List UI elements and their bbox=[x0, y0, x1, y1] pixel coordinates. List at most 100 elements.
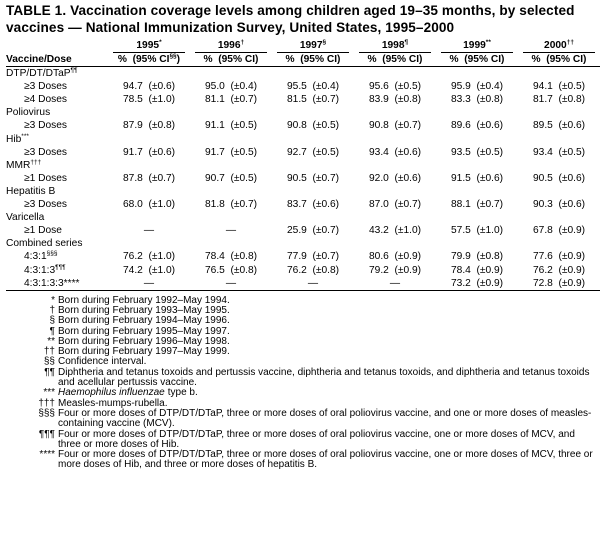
footnote: ¶ Born during February 1995–May 1997. bbox=[0, 325, 600, 337]
footnote-body: Haemophilus influenzae type b. bbox=[58, 388, 595, 398]
footnote-text: Four or more doses of DTP/DT/DTaP, three… bbox=[58, 449, 593, 471]
footnote: †† Born during February 1997–May 1999. bbox=[0, 346, 600, 358]
coverage-cell: — bbox=[143, 225, 155, 237]
coverage-cell: 78.4 (±0.8) bbox=[204, 251, 258, 263]
row-label: Combined series bbox=[6, 237, 600, 250]
row-label: 4:3:1§§§ bbox=[6, 250, 108, 263]
coverage-cell: 87.0 (±0.7) bbox=[368, 199, 422, 211]
footnote-mark: **** bbox=[39, 449, 55, 461]
footnote-body: Born during February 1996–May 1998. bbox=[58, 335, 595, 347]
footnote-body: Born during February 1997–May 1999. bbox=[58, 347, 595, 357]
coverage-cell: 90.7 (±0.5) bbox=[204, 172, 258, 184]
data-row: ≥3 Doses 94.7 (±0.6) 95.0 (±0.4) 95.5 (±0.4… bbox=[6, 80, 600, 93]
footnote-text: Born during February 1992–May 1994. bbox=[58, 294, 230, 306]
row-label-text: ≥1 Dose bbox=[24, 225, 62, 237]
footnote: §§ Confidence interval. bbox=[0, 357, 600, 368]
footnote-body: Four or more doses of DTP/DT/DTaP, three… bbox=[58, 449, 595, 471]
footnote-text: Born during February 1997–May 1999. bbox=[58, 346, 230, 358]
footnote-mark: ¶¶¶ bbox=[38, 428, 55, 440]
group-row: Poliovirus bbox=[6, 106, 600, 119]
coverage-cell: 81.1 (±0.7) bbox=[204, 94, 258, 106]
year-underline: 1995* bbox=[113, 39, 185, 53]
row-label-text: Hib bbox=[6, 133, 22, 145]
column-header: % (95% CI§§) bbox=[108, 53, 190, 68]
footnote-mark: ††† bbox=[30, 158, 42, 166]
data-row: ≥4 Doses 78.5 (±1.0) 81.1 (±0.7) 81.5 (±0.7… bbox=[6, 93, 600, 106]
coverage-cell: 76.5 (±0.8) bbox=[204, 264, 258, 276]
footnote: * Born during February 1992–May 1994. bbox=[0, 294, 600, 306]
group-row: DTP/DT/DTaP¶¶ bbox=[6, 67, 600, 81]
year-header: 1996† bbox=[190, 39, 272, 53]
footnote: ¶¶¶ Four or more doses of DTP/DT/DTaP, th… bbox=[0, 428, 600, 451]
row-label: ≥1 Doses bbox=[6, 172, 108, 185]
row-label: ≥1 Dose bbox=[6, 224, 108, 237]
row-label-text: ≥4 Doses bbox=[24, 94, 67, 106]
column-header-row: Vaccine/Dose % (95% CI§§)% (95% CI)% (95… bbox=[6, 53, 600, 68]
coverage-cell: 78.4 (±0.9) bbox=[450, 264, 504, 276]
data-row: 4:3:1:3¶¶¶ 74.2 (±1.0) 76.5 (±0.8) 76.2 (±0… bbox=[6, 264, 600, 277]
footnote-mark: ** bbox=[47, 335, 55, 347]
column-header-text: % (95% CI) bbox=[203, 54, 259, 65]
coverage-cell: — bbox=[225, 225, 237, 237]
column-header-text: % (95% CI) bbox=[285, 54, 341, 65]
coverage-cell: 92.0 (±0.6) bbox=[368, 172, 422, 184]
footnote-mark: * bbox=[159, 39, 162, 46]
footnote-text: Born during February 1995–May 1997. bbox=[58, 325, 230, 337]
coverage-cell: 90.5 (±0.7) bbox=[286, 172, 340, 184]
row-label-text: DTP/DT/DTaP bbox=[6, 68, 71, 80]
column-header: % (95% CI) bbox=[354, 53, 436, 68]
footnote-mark: ††† bbox=[38, 397, 55, 409]
coverage-cell: 77.6 (±0.9) bbox=[532, 251, 586, 263]
row-label-text: ≥1 Doses bbox=[24, 172, 67, 184]
footnote-mark: †† bbox=[43, 346, 55, 358]
coverage-cell: 83.9 (±0.8) bbox=[368, 94, 422, 106]
coverage-cell: 95.5 (±0.4) bbox=[286, 81, 340, 93]
row-label-text: 4:3:1 bbox=[24, 251, 47, 263]
coverage-cell: 91.1 (±0.5) bbox=[204, 120, 258, 132]
year-header: 1998¶ bbox=[354, 39, 436, 53]
column-header-text: % (95% CI) bbox=[367, 54, 423, 65]
coverage-cell: 90.8 (±0.7) bbox=[368, 120, 422, 132]
footnote-mark: * bbox=[51, 294, 55, 306]
coverage-cell: 91.7 (±0.6) bbox=[122, 146, 176, 158]
coverage-cell: 89.5 (±0.6) bbox=[532, 120, 586, 132]
row-label-text: ≥3 Doses bbox=[24, 146, 67, 158]
footnote-italic: Haemophilus influenzae bbox=[58, 387, 165, 399]
coverage-cell: — bbox=[108, 276, 190, 291]
coverage-cell: 90.8 (±0.5) bbox=[286, 120, 340, 132]
coverage-cell: 57.5 (±1.0) bbox=[450, 225, 504, 237]
data-row: 4:3:1§§§ 76.2 (±1.0) 78.4 (±0.8) 77.9 (±0.7… bbox=[6, 250, 600, 263]
year-underline: 2000†† bbox=[523, 39, 595, 53]
coverage-cell: — bbox=[190, 276, 272, 291]
table-title: TABLE 1. Vaccination coverage levels amo… bbox=[6, 3, 575, 35]
footnote-text: Measles-mumps-rubella. bbox=[58, 397, 168, 409]
footnote-text: Born during February 1996–May 1998. bbox=[58, 335, 230, 347]
coverage-cell: 25.9 (±0.7) bbox=[286, 225, 340, 237]
footnote-mark: †† bbox=[566, 39, 574, 46]
year: 2000 bbox=[544, 40, 567, 51]
coverage-cell: 81.8 (±0.7) bbox=[204, 199, 258, 211]
coverage-table: 1995* 1996† 1997§ 1998¶ 1999** 2000†† Vaccine… bbox=[6, 39, 600, 291]
year: 1998 bbox=[381, 40, 405, 51]
coverage-cell: 90.3 (±0.6) bbox=[532, 199, 586, 211]
coverage-cell: 77.9 (±0.7) bbox=[286, 251, 340, 263]
footnote-mark: ¶ bbox=[404, 39, 409, 46]
coverage-cell: 81.5 (±0.7) bbox=[286, 94, 340, 106]
footnote: § Born during February 1994–May 1996. bbox=[0, 315, 600, 326]
group-row: Hepatitis B bbox=[6, 185, 600, 198]
data-row: 4:3:1:3:3**** — — — —73.2 (±0.9) 72.8 (±0.9) bbox=[6, 276, 600, 291]
coverage-cell: 94.7 (±0.6) bbox=[122, 81, 176, 93]
data-row: ≥3 Doses 91.7 (±0.6) 91.7 (±0.5) 92.7 (±0.5… bbox=[6, 146, 600, 159]
year: 1997 bbox=[299, 40, 323, 51]
footnote-body: Confidence interval. bbox=[58, 357, 595, 367]
coverage-cell: 94.1 (±0.5) bbox=[532, 81, 586, 93]
year: 1996 bbox=[217, 40, 241, 51]
coverage-cell: 87.9 (±0.8) bbox=[122, 120, 176, 132]
row-label-text: MMR bbox=[6, 159, 31, 171]
coverage-cell: 93.5 (±0.5) bbox=[450, 146, 504, 158]
footnote-mark: §§§ bbox=[38, 407, 55, 419]
footnote-body: Diphtheria and tetanus toxoids and pertu… bbox=[58, 367, 595, 389]
row-label-text: Poliovirus bbox=[6, 107, 51, 119]
footnote: *** Haemophilus influenzae type b. bbox=[0, 388, 600, 399]
row-label-text: Varicella bbox=[6, 212, 45, 224]
